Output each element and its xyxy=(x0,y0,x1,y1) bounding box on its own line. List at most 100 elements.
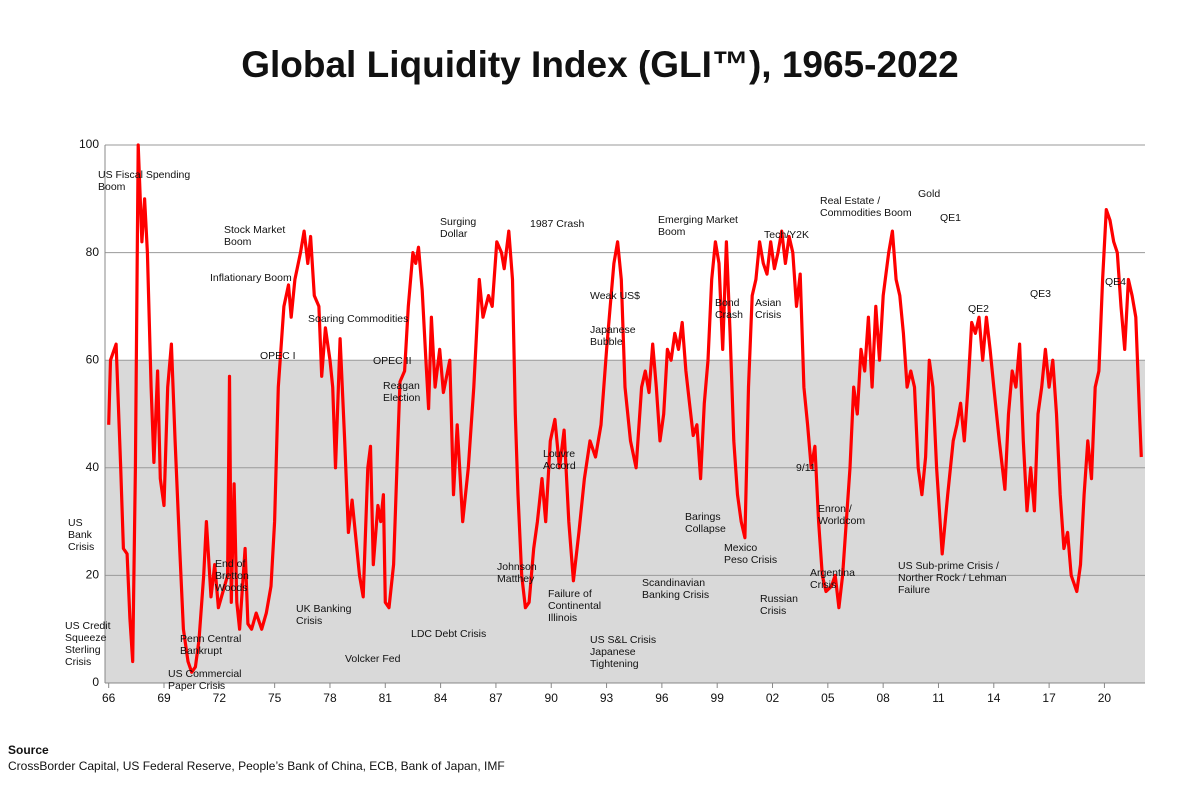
annotation: Weak US$ xyxy=(590,290,640,302)
annotation: Japanese xyxy=(590,646,636,658)
annotation: US Sub-prime Crisis / xyxy=(898,560,999,572)
annotation: Bank xyxy=(68,529,93,541)
x-tick-label: 20 xyxy=(1098,691,1112,705)
x-tick-label: 08 xyxy=(876,691,890,705)
annotation: Emerging Market xyxy=(658,214,738,226)
annotation: Banking Crisis xyxy=(642,589,709,601)
x-tick-label: 02 xyxy=(766,691,780,705)
x-tick-label: 78 xyxy=(323,691,337,705)
x-tick-label: 66 xyxy=(102,691,116,705)
annotation: Inflationary Boom xyxy=(210,272,292,284)
annotation: 9/11 xyxy=(796,462,816,474)
annotation: Russian xyxy=(760,593,798,605)
source-text: CrossBorder Capital, US Federal Reserve,… xyxy=(8,759,505,773)
annotation: Crisis xyxy=(810,579,836,591)
annotation: End of xyxy=(215,558,245,570)
annotation: US Fiscal Spending xyxy=(98,169,190,181)
annotation: Argentina xyxy=(810,567,855,579)
annotation: Crisis xyxy=(68,541,94,553)
annotation: Failure xyxy=(898,584,930,596)
annotation: Barings xyxy=(685,511,721,523)
annotation: Crisis xyxy=(296,615,322,627)
annotation: Woods xyxy=(215,582,248,594)
annotation: Crisis xyxy=(65,656,91,668)
annotation: QE3 xyxy=(1030,288,1051,300)
annotation: Sterling xyxy=(65,644,101,656)
annotation: Mexico xyxy=(724,542,757,554)
annotation: OPEC I xyxy=(260,350,296,362)
annotation: Surging xyxy=(440,216,476,228)
y-tick-label: 100 xyxy=(79,137,99,151)
x-tick-label: 75 xyxy=(268,691,282,705)
annotation: US xyxy=(68,517,83,529)
annotation: Bretton xyxy=(215,570,249,582)
annotation: US Commercial xyxy=(168,668,242,680)
annotation: Tech/Y2K xyxy=(764,229,809,241)
x-tick-label: 11 xyxy=(932,691,945,705)
annotation: Worldcom xyxy=(818,515,865,527)
annotation: Boom xyxy=(658,226,686,238)
annotation: Enron / xyxy=(818,503,852,515)
annotation: US Credit xyxy=(65,620,111,632)
annotation: LDC Debt Crisis xyxy=(411,628,486,640)
x-tick-label: 17 xyxy=(1042,691,1056,705)
x-tick-label: 93 xyxy=(600,691,614,705)
annotation: Illinois xyxy=(548,612,577,624)
annotation: Crisis xyxy=(760,605,786,617)
annotation: Gold xyxy=(918,188,940,200)
annotation: QE2 xyxy=(968,303,989,315)
annotation: 1987 Crash xyxy=(530,218,584,230)
annotation: Bankrupt xyxy=(180,645,222,657)
x-tick-label: 72 xyxy=(213,691,227,705)
annotation: Election xyxy=(383,392,421,404)
annotation: Crash xyxy=(715,309,743,321)
y-tick-label: 60 xyxy=(86,352,100,366)
annotation: Norther Rock / Lehman xyxy=(898,572,1007,584)
y-tick-label: 80 xyxy=(86,245,100,259)
annotation: Continental xyxy=(548,600,601,612)
annotation: Asian xyxy=(755,297,781,309)
annotation: Dollar xyxy=(440,228,468,240)
x-tick-label: 84 xyxy=(434,691,448,705)
annotation: Crisis xyxy=(755,309,781,321)
annotation: Boom xyxy=(224,236,252,248)
x-tick-label: 05 xyxy=(821,691,835,705)
annotation: Squeeze xyxy=(65,632,107,644)
annotation: Soaring Commodities xyxy=(308,313,408,325)
annotation: Bubble xyxy=(590,336,623,348)
x-tick-label: 90 xyxy=(545,691,559,705)
annotation: UK Banking xyxy=(296,603,352,615)
annotation: QE1 xyxy=(940,212,961,224)
annotation: Bond xyxy=(715,297,740,309)
annotation: Johnson xyxy=(497,561,537,573)
annotation: Collapse xyxy=(685,523,726,535)
annotation: Louvre xyxy=(543,448,575,460)
annotation: Boom xyxy=(98,181,126,193)
annotation: Stock Market xyxy=(224,224,285,236)
x-tick-label: 96 xyxy=(655,691,669,705)
plot-area: 0 20 40 60 80 100 66 69 72 75 78 81 84 87 90 93 96 99 02 05… xyxy=(65,137,1145,705)
annotation: Peso Crisis xyxy=(724,554,777,566)
annotation: Scandinavian xyxy=(642,577,705,589)
annotation: Japanese xyxy=(590,324,636,336)
annotation: Tightening xyxy=(590,658,639,670)
source-heading: Source xyxy=(8,743,49,757)
x-tick-label: 69 xyxy=(157,691,171,705)
x-tick-label: 99 xyxy=(711,691,725,705)
annotation: Reagan xyxy=(383,380,420,392)
annotation: Volcker Fed xyxy=(345,653,401,665)
y-tick-label: 40 xyxy=(86,460,100,474)
x-tick-label: 87 xyxy=(489,691,503,705)
data-line xyxy=(107,143,1143,674)
x-tick-label: 81 xyxy=(379,691,393,705)
annotation: Penn Central xyxy=(180,633,241,645)
y-tick-label: 20 xyxy=(86,568,100,582)
annotation: Paper Crisis xyxy=(168,680,225,692)
x-tick-label: 14 xyxy=(987,691,1001,705)
annotation: Real Estate / xyxy=(820,195,880,207)
annotation: US S&L Crisis xyxy=(590,634,656,646)
annotation: QE4 xyxy=(1105,276,1126,288)
annotation: Failure of xyxy=(548,588,592,600)
